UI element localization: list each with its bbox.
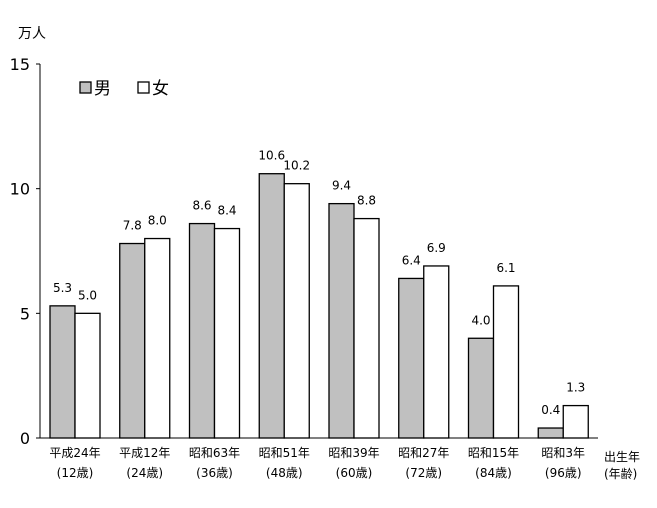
category-label-age: (12歳)	[57, 466, 94, 480]
category-labels: 平成24年 (12歳) 平成12年 (24歳) 昭和63年 (36歳) 昭和51年 (48歳)…	[49, 446, 585, 480]
legend-label-female: 女	[152, 79, 169, 99]
bar-value-label: 6.9	[427, 241, 446, 255]
value-labels: 5.3 5.0 7.8 8.0 8.6 8.4 10.610.2 9.4 8.8 6.4 6.9 4.…	[53, 149, 585, 417]
category-label-year: 平成12年	[119, 446, 170, 460]
bar-value-label: 4.0	[471, 313, 490, 327]
bar-value-label: 6.1	[496, 261, 515, 275]
category-label-age: (72歳)	[405, 466, 442, 480]
category-label-age: (60歳)	[336, 466, 373, 480]
y-tick-label: 15	[10, 55, 30, 74]
bar-female	[562, 404, 589, 439]
category-label-age: (48歳)	[266, 466, 303, 480]
category-label-year: 昭和51年	[259, 446, 310, 460]
legend-swatch-female	[137, 81, 150, 94]
bar-male	[119, 242, 146, 439]
category-label-age: (96歳)	[545, 466, 582, 480]
bar-female	[423, 265, 450, 439]
bar-male	[258, 173, 285, 439]
bar-value-label: 8.0	[148, 214, 167, 228]
bar-value-label: 8.4	[217, 204, 236, 218]
bar-female	[492, 285, 520, 439]
y-axis-unit-label: 万人	[18, 26, 46, 42]
bar-female	[213, 227, 241, 439]
bar-value-label: 7.8	[123, 219, 142, 233]
x-axis-unit-line2: (年齢)	[604, 466, 637, 481]
bar-male	[537, 427, 564, 439]
bar-value-label: 1.3	[566, 381, 585, 395]
bar-male	[398, 277, 425, 439]
bar-female	[144, 237, 171, 439]
bar-value-label: 8.8	[357, 194, 376, 208]
category-label-year: 昭和63年	[189, 446, 240, 460]
bar-male	[467, 337, 495, 439]
bar-value-label: 5.3	[53, 281, 72, 295]
category-label-year: 昭和27年	[398, 446, 449, 460]
y-tick-label: 5	[20, 304, 30, 323]
category-label-age: (84歳)	[475, 466, 512, 480]
category-label-year: 昭和15年	[468, 446, 519, 460]
category-label-year: 昭和39年	[328, 446, 379, 460]
bar-value-label: 8.6	[192, 199, 211, 213]
legend: 男女	[79, 79, 169, 99]
bar-male	[49, 305, 76, 439]
bar-value-label: 6.4	[402, 253, 421, 267]
bar-female	[74, 312, 101, 439]
bar-female	[353, 217, 380, 439]
x-axis-unit-line1: 出生年	[604, 450, 640, 464]
bar-female	[283, 183, 310, 439]
category-label-year: 昭和3年	[541, 446, 585, 460]
bar-value-label: 0.4	[541, 403, 560, 417]
bar-value-label: 9.4	[332, 179, 351, 193]
bar-male	[188, 222, 216, 439]
legend-label-male: 男	[94, 79, 111, 99]
bar-value-label: 5.0	[78, 288, 97, 302]
y-axis-ticks: 0 5 10 15	[10, 55, 40, 448]
bar-male	[328, 202, 355, 439]
bar-value-label: 10.6	[258, 149, 285, 163]
category-label-year: 平成24年	[49, 446, 100, 460]
y-tick-label: 10	[10, 180, 30, 199]
bars	[49, 173, 589, 439]
bar-value-label: 10.2	[283, 159, 310, 173]
legend-swatch-male	[79, 81, 92, 94]
y-tick-label: 0	[20, 429, 30, 448]
category-label-age: (36歳)	[196, 466, 233, 480]
category-label-age: (24歳)	[126, 466, 163, 480]
